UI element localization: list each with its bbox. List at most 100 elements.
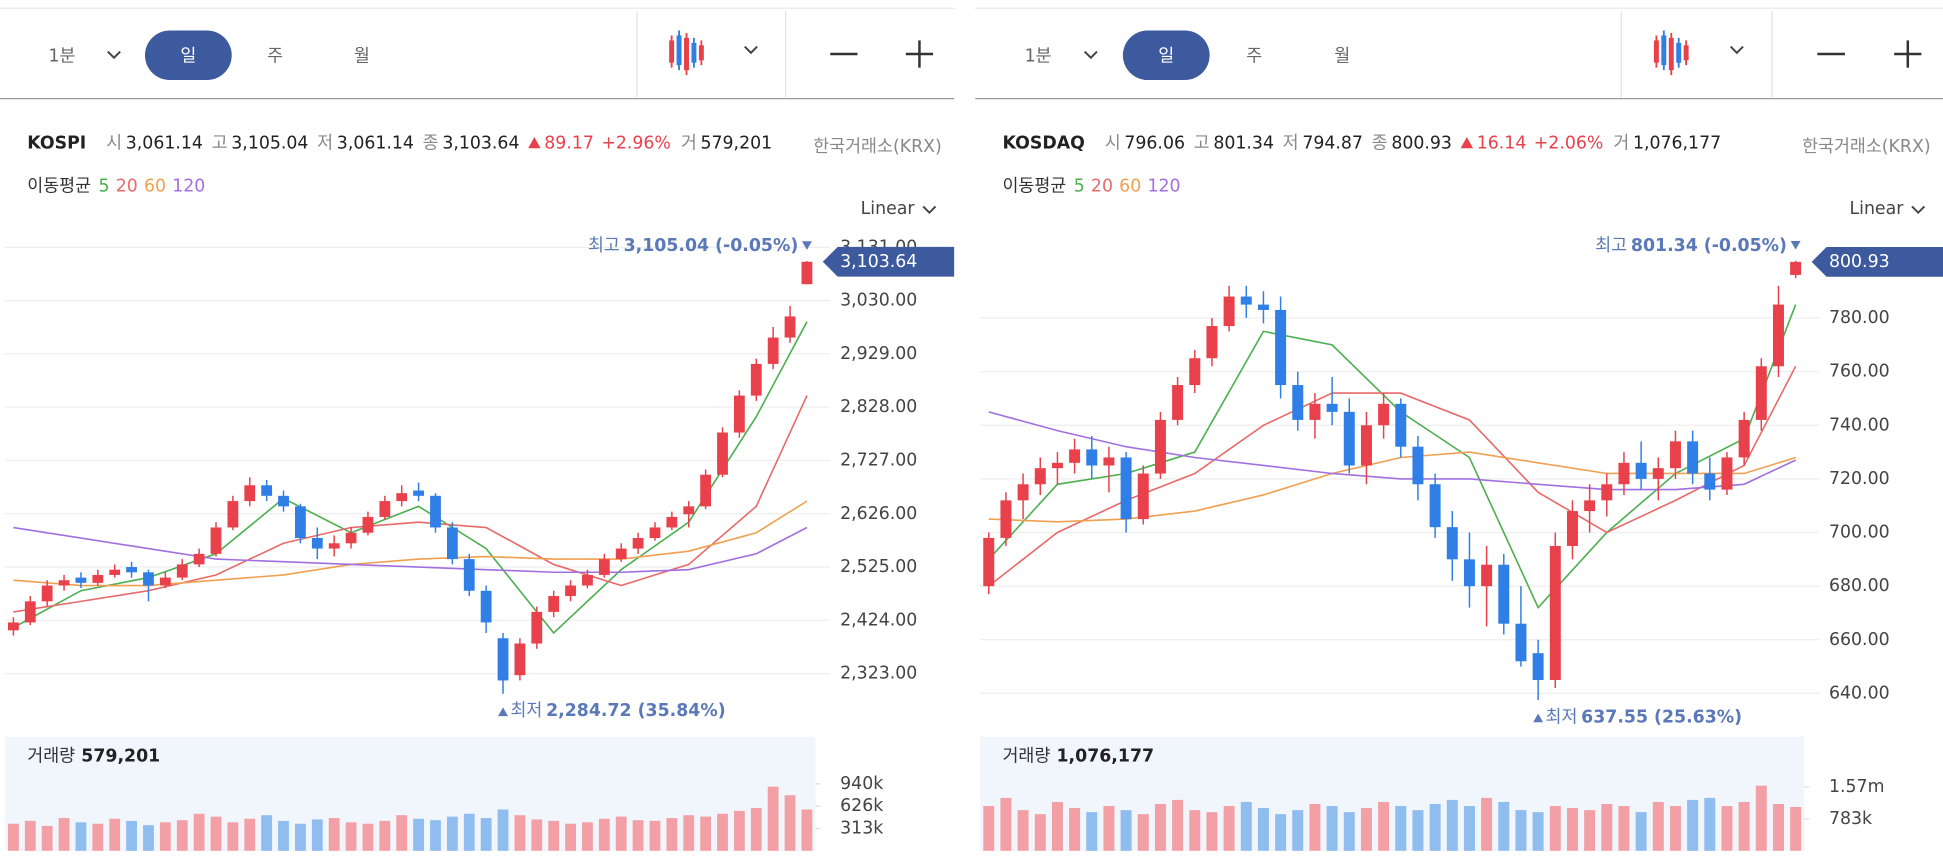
chart-type-icon[interactable] xyxy=(1653,40,1659,63)
candle-body xyxy=(1137,473,1149,520)
candle-body xyxy=(1378,403,1390,426)
tab[interactable]: 주 xyxy=(267,47,283,67)
candle-body xyxy=(1240,296,1252,305)
candle-body xyxy=(767,337,779,364)
candle-body xyxy=(1549,545,1561,681)
candle-body xyxy=(227,501,239,528)
candle-body xyxy=(1687,441,1699,474)
candle-body xyxy=(463,559,475,591)
y-tick-label: 2,424.00 xyxy=(840,610,917,630)
volume-area xyxy=(4,736,816,851)
chart-type-icon[interactable] xyxy=(1683,45,1689,61)
volume-bar xyxy=(480,818,492,851)
volume-bar xyxy=(1103,806,1115,851)
interval-dropdown[interactable] xyxy=(107,50,121,60)
candle-body xyxy=(1601,484,1613,501)
candle-body xyxy=(24,601,36,623)
candle-body xyxy=(1103,457,1115,466)
volume-bar xyxy=(1498,801,1510,851)
y-tick-label: 760.00 xyxy=(1829,362,1890,382)
info-label: 저 xyxy=(1283,133,1299,153)
candle-body xyxy=(1618,462,1630,485)
chart-type-icon[interactable] xyxy=(669,40,675,63)
volume-bar xyxy=(1549,806,1561,851)
candle-body xyxy=(210,527,222,554)
interval-dropdown[interactable] xyxy=(1083,50,1098,60)
up-triangle xyxy=(528,137,541,149)
chart-type-icon[interactable] xyxy=(1661,35,1667,66)
chart-type-icon[interactable] xyxy=(684,37,689,71)
candle-body xyxy=(1704,473,1716,490)
volume-bar xyxy=(615,816,627,851)
candle-body xyxy=(514,643,526,676)
scale-dropdown[interactable] xyxy=(922,205,937,215)
volume-bar xyxy=(801,809,813,851)
candle-body xyxy=(1000,500,1012,538)
candle-body xyxy=(1360,425,1372,466)
volume-bar xyxy=(1343,812,1355,851)
candle-body xyxy=(193,553,205,565)
volume-bar xyxy=(1755,785,1767,851)
ma-legend: 20 xyxy=(116,177,138,197)
volume-bar xyxy=(261,815,273,851)
candle-body xyxy=(649,527,661,539)
candle-body xyxy=(1515,623,1527,662)
volume-bar xyxy=(92,823,104,851)
candle-body xyxy=(143,572,154,586)
volume-bar xyxy=(750,808,762,851)
volume-bar xyxy=(598,818,610,851)
scale-dropdown[interactable] xyxy=(1911,205,1926,215)
tab[interactable]: 1분 xyxy=(1025,47,1052,67)
volume-bar xyxy=(1463,806,1475,851)
low-marker-arrow xyxy=(498,707,508,717)
volume-bar xyxy=(1240,801,1252,851)
volume-bar xyxy=(1223,806,1235,851)
volume-tick-label: 783k xyxy=(1829,809,1872,829)
candle-body xyxy=(328,543,340,549)
volume-bar xyxy=(75,822,87,851)
info-value: 3,061.14 xyxy=(126,133,203,153)
chart-type-icon[interactable] xyxy=(1676,42,1682,63)
tab[interactable]: 월 xyxy=(354,47,370,67)
tab[interactable]: 1분 xyxy=(48,47,75,67)
candle-body xyxy=(750,363,762,396)
info-label: 시 xyxy=(1105,133,1121,153)
volume-bar xyxy=(784,795,796,851)
moving-average xyxy=(13,526,808,574)
y-tick-label: 2,525.00 xyxy=(840,557,917,577)
chart-type-icon[interactable] xyxy=(676,35,682,66)
scale-mode[interactable]: Linear xyxy=(1849,199,1904,219)
scale-mode[interactable]: Linear xyxy=(861,199,916,219)
ma-legend: 60 xyxy=(1119,177,1141,197)
candle-body xyxy=(109,569,121,575)
chart-type-icon[interactable] xyxy=(691,42,697,63)
volume-bar xyxy=(565,823,576,851)
candle-body xyxy=(92,574,104,583)
volume-bar xyxy=(345,822,357,851)
candle-body xyxy=(413,490,425,496)
volume-bar xyxy=(1652,801,1664,851)
info-value: 801.34 xyxy=(1213,133,1274,153)
volume-bar xyxy=(649,820,661,851)
volume-bar xyxy=(126,820,137,851)
chart-type-dropdown[interactable] xyxy=(744,45,758,55)
candle-body xyxy=(1532,653,1544,681)
candle-body xyxy=(1446,527,1458,560)
candle-body xyxy=(1292,385,1304,420)
chart-type-dropdown[interactable] xyxy=(1729,45,1744,55)
chart-type-icon[interactable] xyxy=(1668,37,1674,71)
volume-bar xyxy=(1292,810,1304,851)
candle-body xyxy=(1412,446,1424,485)
volume-bar xyxy=(1051,801,1063,851)
tab-active-bg[interactable] xyxy=(1122,30,1210,81)
candle-body xyxy=(1069,449,1081,463)
y-tick-label: 740.00 xyxy=(1829,415,1890,435)
chart-type-icon[interactable] xyxy=(698,45,704,61)
tab[interactable]: 일 xyxy=(1158,47,1174,67)
tab-active-bg[interactable] xyxy=(144,30,232,81)
tab[interactable]: 일 xyxy=(180,47,196,67)
tab[interactable]: 주 xyxy=(1246,47,1262,67)
candle-body xyxy=(1309,403,1321,420)
tab[interactable]: 월 xyxy=(1334,47,1350,67)
